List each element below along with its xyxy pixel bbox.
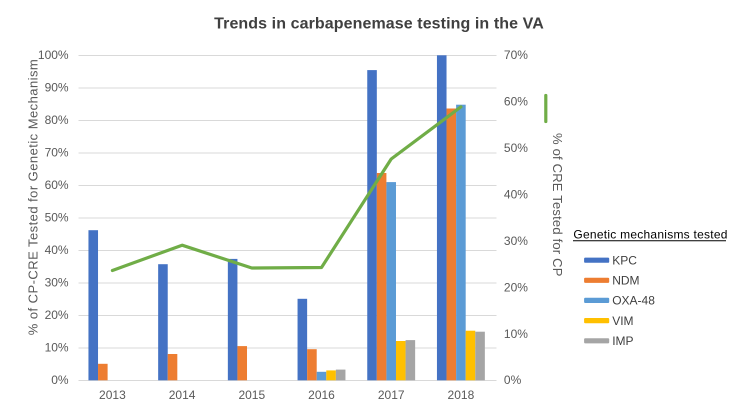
svg-text:50%: 50%	[45, 211, 69, 225]
svg-text:Genetic mechanisms tested: Genetic mechanisms tested	[573, 227, 727, 241]
svg-text:Trends in carbapenemase testin: Trends in carbapenemase testing in the V…	[214, 15, 544, 32]
svg-text:VIM: VIM	[612, 314, 633, 328]
svg-text:70%: 70%	[504, 48, 528, 62]
svg-text:OXA-48: OXA-48	[612, 294, 655, 308]
svg-text:2013: 2013	[99, 388, 126, 402]
svg-text:10%: 10%	[504, 327, 528, 341]
svg-text:0%: 0%	[51, 373, 69, 387]
svg-text:90%: 90%	[45, 81, 69, 95]
svg-text:30%: 30%	[45, 276, 69, 290]
svg-text:10%: 10%	[45, 341, 69, 355]
svg-text:0%: 0%	[504, 373, 522, 387]
svg-text:2015: 2015	[238, 388, 265, 402]
svg-text:60%: 60%	[45, 178, 69, 192]
svg-text:40%: 40%	[504, 188, 528, 202]
svg-text:% of CRE Tested for CP: % of CRE Tested for CP	[550, 133, 565, 277]
svg-text:70%: 70%	[45, 146, 69, 160]
svg-text:40%: 40%	[45, 243, 69, 257]
svg-text:KPC: KPC	[612, 253, 637, 267]
svg-text:20%: 20%	[45, 308, 69, 322]
svg-text:% of CP-CRE Tested for Genetic: % of CP-CRE Tested for Genetic Mechanism	[25, 59, 40, 335]
svg-text:100%: 100%	[38, 48, 69, 62]
svg-text:2018: 2018	[448, 388, 475, 402]
svg-text:2016: 2016	[308, 388, 335, 402]
svg-text:60%: 60%	[504, 95, 528, 109]
svg-text:2014: 2014	[169, 388, 196, 402]
svg-text:NDM: NDM	[612, 274, 639, 288]
svg-text:2017: 2017	[378, 388, 405, 402]
svg-text:50%: 50%	[504, 141, 528, 155]
svg-text:IMP: IMP	[612, 334, 633, 348]
svg-text:20%: 20%	[504, 280, 528, 294]
svg-text:30%: 30%	[504, 234, 528, 248]
svg-text:80%: 80%	[45, 113, 69, 127]
